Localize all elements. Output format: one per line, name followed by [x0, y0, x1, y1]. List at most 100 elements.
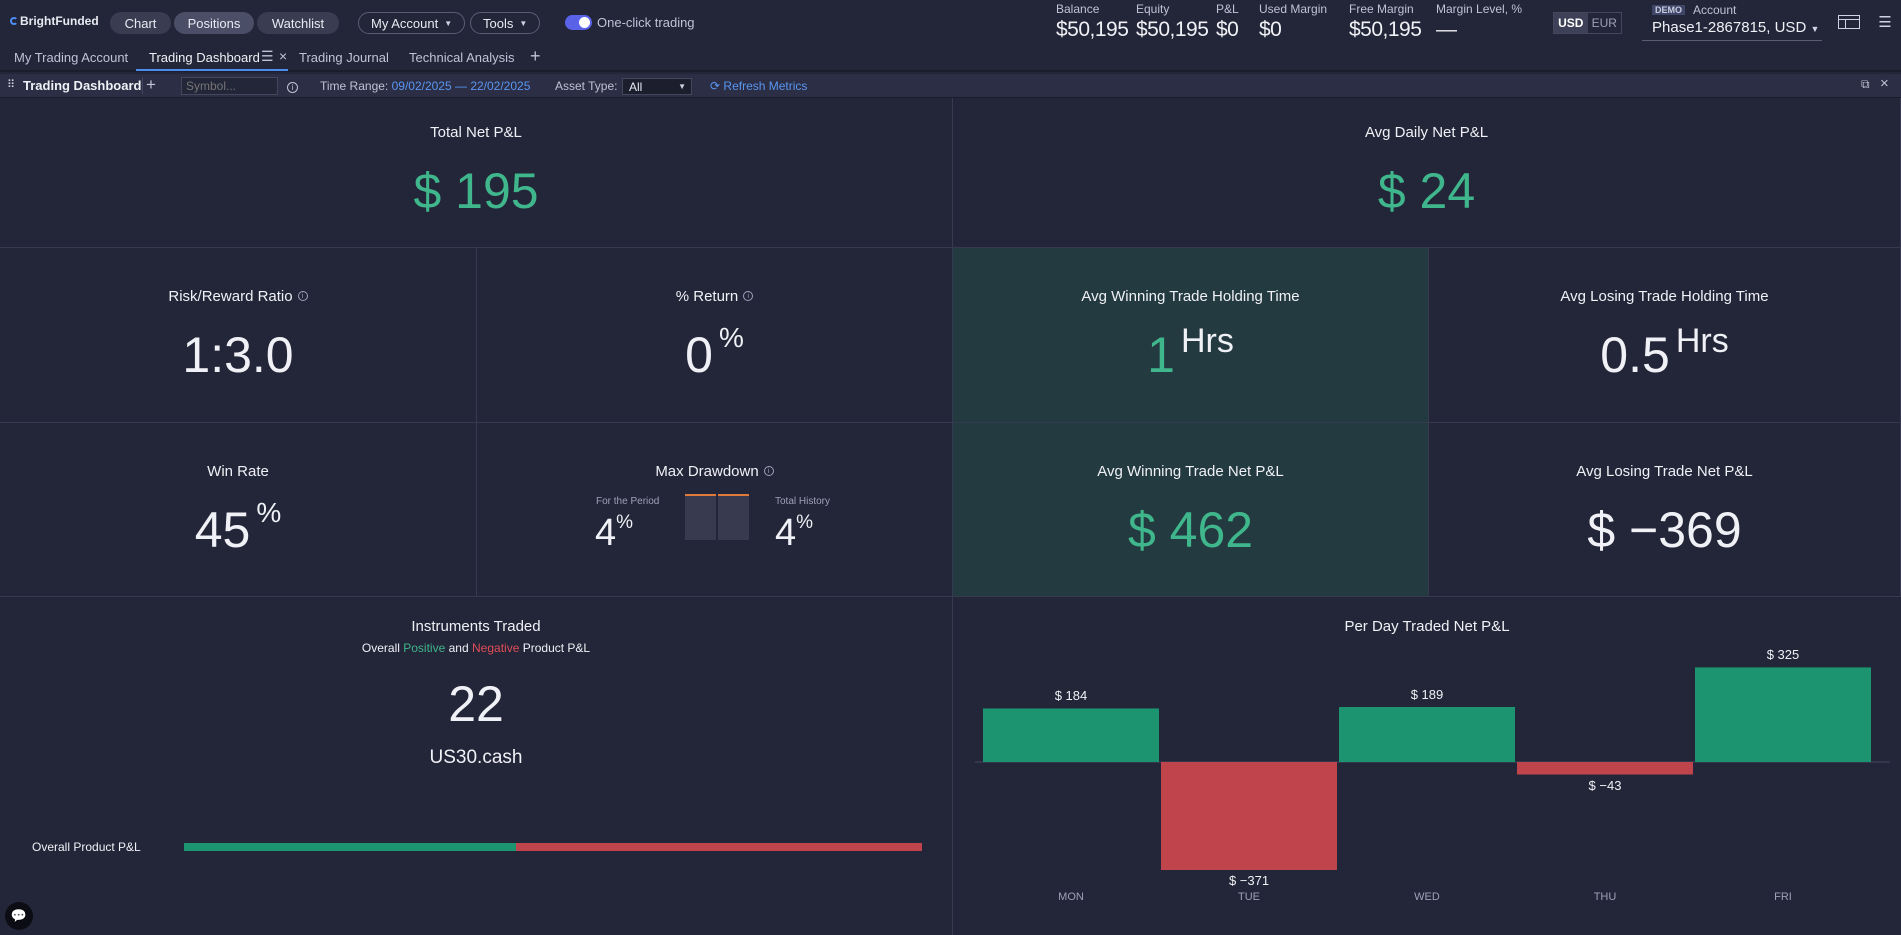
nav-chart-button[interactable]: Chart: [110, 12, 171, 34]
currency-switch: USD EUR: [1553, 12, 1622, 34]
tab-technical-analysis[interactable]: Technical Analysis: [409, 50, 515, 65]
value-number: 0.5: [1600, 327, 1670, 383]
tab-trading-dashboard[interactable]: Trading Dashboard: [149, 50, 260, 65]
chart-data-label: $ 184: [1054, 688, 1088, 704]
value-number: 1: [1147, 327, 1175, 383]
stat-label: Free Margin: [1349, 2, 1414, 16]
stat-margin-level: Margin Level, % —: [1436, 2, 1522, 42]
tile-title-text: % Return: [675, 288, 739, 305]
drawdown-history-value: 4%: [775, 512, 813, 555]
stat-value: $0: [1259, 18, 1282, 41]
layout-icon[interactable]: [1838, 14, 1860, 30]
subtitle-text: Overall: [361, 641, 400, 655]
chart-category-label: THU: [1593, 891, 1617, 903]
tile-value: 0.5 Hrs: [1429, 322, 1900, 384]
stat-equity: Equity $50,195: [1136, 2, 1209, 42]
chart-data-label: $ 325: [1766, 647, 1800, 663]
my-account-label: My Account: [371, 15, 439, 31]
my-account-dropdown[interactable]: My Account ▼: [358, 12, 466, 34]
account-selector[interactable]: DEMO Account Phase1-2867815, USD ▼: [1642, 3, 1822, 41]
tile-value: 1:3.0: [182, 327, 294, 383]
asset-type-select[interactable]: All ▼: [622, 78, 692, 95]
stat-value: $50,195: [1349, 18, 1422, 41]
chart-category-label: TUE: [1238, 891, 1260, 903]
top-bar: BrightFunded Chart Positions Watchlist M…: [0, 0, 1901, 45]
stat-used-margin: Used Margin $0: [1259, 2, 1327, 42]
tools-label: Tools: [483, 15, 514, 31]
tile-title: Risk/Reward Ratio i: [0, 288, 476, 305]
account-id: Phase1-2867815, USD: [1652, 19, 1807, 36]
chart-category-label: WED: [1414, 891, 1440, 903]
popout-icon[interactable]: ⧉: [1861, 77, 1870, 91]
currency-usd[interactable]: USD: [1554, 13, 1588, 33]
chart-data-label: $ 189: [1410, 686, 1444, 702]
stat-label: P&L: [1216, 2, 1239, 16]
time-range-value[interactable]: 09/02/2025 — 22/02/2025: [391, 79, 531, 93]
info-icon[interactable]: i: [743, 291, 754, 302]
tile-value: 1 Hrs: [953, 322, 1428, 384]
tile-value: $ −369: [1587, 502, 1742, 558]
chevron-down-icon: ▼: [444, 18, 453, 28]
add-widget-icon[interactable]: +: [146, 75, 156, 94]
stat-free-margin: Free Margin $50,195: [1349, 2, 1422, 42]
demo-badge: DEMO: [1652, 5, 1685, 15]
product-pnl-label: Overall Product P&L: [32, 840, 141, 854]
close-icon[interactable]: ×: [279, 48, 288, 64]
tile-title: Win Rate: [207, 463, 269, 480]
stat-value: $0: [1216, 18, 1239, 41]
tab-trading-journal[interactable]: Trading Journal: [299, 50, 389, 65]
time-range[interactable]: Time Range: 09/02/2025 — 22/02/2025: [320, 79, 530, 93]
value-unit: Hrs: [1675, 322, 1729, 360]
drawdown-period-label: For the Period: [596, 496, 660, 507]
tools-dropdown[interactable]: Tools ▼: [470, 12, 541, 34]
symbol-input[interactable]: [181, 77, 278, 95]
tile-total-net-pnl: Total Net P&L $ 195: [0, 98, 953, 248]
tile-avg-winning-net-pnl: Avg Winning Trade Net P&L $ 462: [953, 423, 1429, 597]
drag-handle-icon[interactable]: ⠿: [7, 79, 15, 91]
tile-per-day-chart: [953, 597, 1901, 935]
tile-title-text: Max Drawdown: [655, 463, 759, 480]
value-unit: Hrs: [1180, 322, 1234, 360]
brand-name: BrightFunded: [20, 14, 99, 28]
tile-risk-reward: Risk/Reward Ratio i 1:3.0: [0, 248, 477, 423]
tab-my-trading-account[interactable]: My Trading Account: [14, 50, 129, 65]
value-unit: %: [718, 322, 744, 353]
subtitle-positive: Positive: [403, 641, 446, 655]
time-range-label: Time Range:: [320, 79, 389, 93]
refresh-metrics-button[interactable]: ⟳ Refresh Metrics: [710, 79, 807, 93]
tile-avg-winning-holding-time: Avg Winning Trade Holding Time 1 Hrs: [953, 248, 1429, 423]
drawdown-period-value: 4%: [595, 512, 633, 555]
tile-title: Avg Winning Trade Holding Time: [1081, 288, 1300, 305]
info-icon[interactable]: i: [763, 466, 774, 477]
divider: [142, 77, 143, 94]
tile-pct-return: % Return i 0%: [477, 248, 953, 423]
chat-icon[interactable]: 💬: [5, 902, 33, 930]
stat-value: $50,195: [1056, 18, 1129, 41]
info-icon[interactable]: i: [287, 79, 298, 93]
nav-watchlist-button[interactable]: Watchlist: [257, 12, 339, 34]
chart-data-label: $ −43: [1588, 777, 1622, 793]
menu-icon[interactable]: ☰: [1878, 14, 1892, 31]
chevron-down-icon: ▼: [678, 82, 686, 91]
add-tab-icon[interactable]: +: [530, 46, 541, 66]
tile-value: 45%: [0, 497, 476, 559]
tab-menu-icon[interactable]: ☰: [261, 48, 274, 64]
nav-positions-button[interactable]: Positions: [174, 12, 254, 34]
subtitle-negative: Negative: [472, 641, 520, 655]
one-click-label: One-click trading: [597, 15, 695, 30]
one-click-toggle[interactable]: [565, 15, 592, 30]
brand-logo[interactable]: BrightFunded: [10, 14, 99, 28]
tile-title-text: Risk/Reward Ratio: [168, 288, 293, 305]
tile-title: Max Drawdown i: [477, 463, 952, 480]
product-pnl-positive-bar: [184, 843, 516, 851]
tile-value: 0%: [477, 322, 952, 384]
info-icon[interactable]: i: [297, 291, 308, 302]
chevron-down-icon: ▼: [519, 18, 528, 28]
drawdown-history-bar: [718, 494, 749, 540]
close-icon[interactable]: ×: [1880, 75, 1889, 92]
tile-title: Avg Daily Net P&L: [1364, 124, 1489, 141]
currency-eur[interactable]: EUR: [1591, 16, 1617, 30]
tile-value: $ 195: [413, 163, 539, 219]
tile-avg-daily-net-pnl: Avg Daily Net P&L $ 24: [953, 98, 1901, 248]
chart-category-label: MON: [1058, 891, 1084, 903]
